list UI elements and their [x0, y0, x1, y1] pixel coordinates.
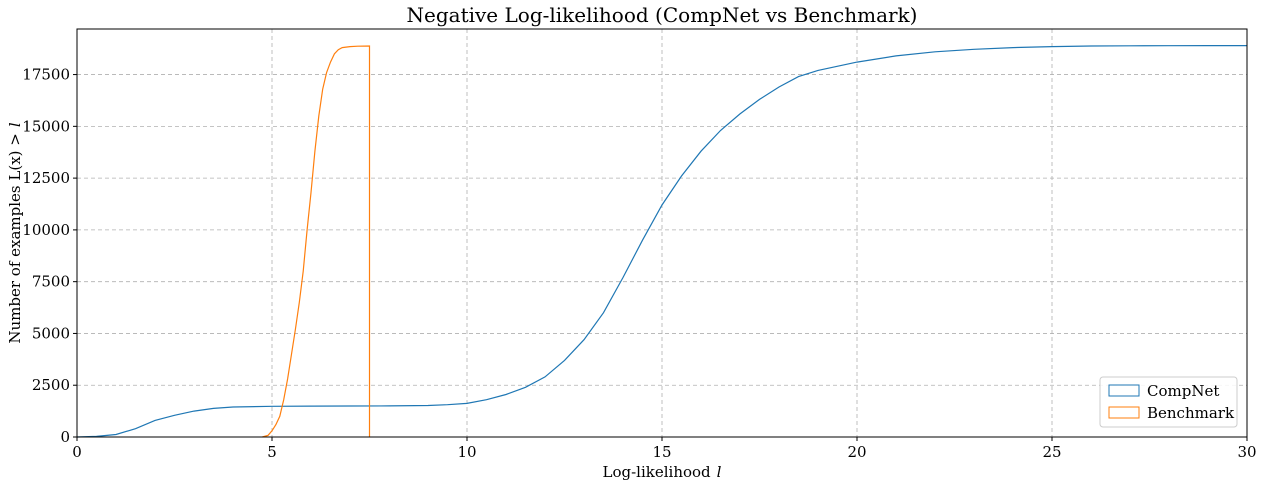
- legend-swatch: [1108, 406, 1140, 419]
- y-axis-label-text: Number of examples L(x) >: [6, 133, 24, 343]
- series-layer: [76, 44, 1247, 438]
- y-axis-ticks: 0 2500 5000 7500 10000 12500 15000 17500: [22, 66, 77, 446]
- x-tick-label: 25: [1042, 443, 1061, 461]
- y-tick-label: 7500: [32, 273, 70, 291]
- x-tick-label: 15: [652, 443, 671, 461]
- y-tick-label: 0: [60, 428, 70, 446]
- x-axis-label-symbol: l: [717, 463, 722, 481]
- x-tick-label: 20: [847, 443, 866, 461]
- y-tick-label: 12500: [22, 169, 70, 187]
- x-axis-ticks: 0 5 10 15 20 25 30: [72, 437, 1257, 461]
- x-tick-label: 30: [1237, 443, 1256, 461]
- grid: [77, 29, 1247, 437]
- series-line-benchmark: [262, 45, 371, 438]
- legend: CompNet Benchmark: [1099, 376, 1238, 428]
- series-line-compnet: [76, 44, 1247, 438]
- chart-title: Negative Log-likelihood (CompNet vs Benc…: [407, 3, 918, 27]
- y-tick-label: 17500: [22, 66, 70, 84]
- legend-label: CompNet: [1147, 382, 1219, 400]
- x-axis-label-text: Log-likelihood: [603, 463, 712, 481]
- x-tick-label: 10: [457, 443, 476, 461]
- y-tick-label: 2500: [32, 376, 70, 394]
- x-axis-label: Log-likelihood l: [603, 463, 722, 481]
- x-tick-label: 0: [72, 443, 82, 461]
- legend-label: Benchmark: [1147, 404, 1235, 422]
- x-tick-label: 5: [267, 443, 277, 461]
- y-axis-label-symbol: l: [6, 122, 24, 127]
- legend-swatch: [1108, 384, 1140, 397]
- legend-box: [1099, 376, 1238, 428]
- y-tick-label: 15000: [22, 117, 70, 135]
- y-axis-label: Number of examples L(x) > l: [6, 122, 24, 343]
- y-tick-label: 10000: [22, 221, 70, 239]
- y-tick-label: 5000: [32, 324, 70, 342]
